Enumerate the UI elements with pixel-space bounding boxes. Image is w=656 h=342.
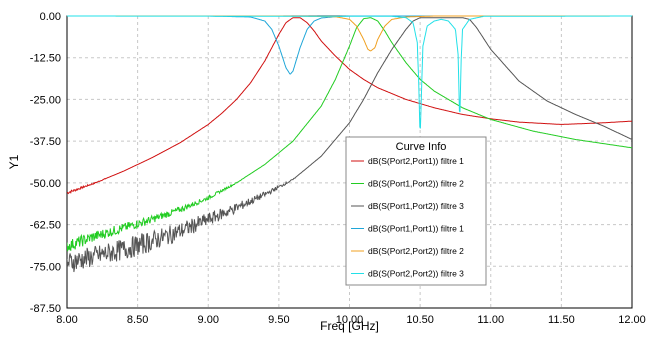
- legend-box: [345, 136, 487, 286]
- x-tick-label: 8.00: [56, 314, 77, 326]
- legend-item-label: dB(S(Port1,Port2)) filtre 3: [368, 201, 464, 211]
- x-tick-label: 11.00: [477, 314, 504, 326]
- x-tick-label: 8.50: [127, 314, 148, 326]
- y-tick-label: -25.00: [30, 94, 61, 106]
- series-line-1: [67, 17, 632, 195]
- y-tick-label: -37.50: [30, 136, 61, 148]
- y-tick-label: -50.00: [30, 178, 61, 190]
- series-line-3: [67, 17, 632, 273]
- y-tick-label: -75.00: [30, 261, 61, 273]
- series-line-2: [67, 17, 632, 252]
- y-axis-label: Y1: [7, 154, 21, 169]
- y-tick-label: -87.50: [30, 303, 61, 315]
- x-tick-label: 9.00: [198, 314, 219, 326]
- series-group: [67, 15, 632, 273]
- x-axis-label: Freq [GHz]: [320, 319, 379, 333]
- x-axis: 8.00 8.50 9.00 9.50 10.00 10.50 11.00 11.50 12.0…: [56, 314, 645, 326]
- legend-title: Curve Info: [396, 141, 447, 153]
- y-tick-label: 0.00: [40, 11, 61, 23]
- legend-item-label: dB(S(Port1,Port2)) filtre 2: [368, 179, 464, 189]
- legend-item-label: dB(S(Port2,Port2)) filtre 3: [368, 269, 464, 279]
- x-tick-label: 10.00: [336, 314, 364, 326]
- x-tick-label: 9.50: [268, 314, 289, 326]
- legend: Curve Info dB(S(Port2,Port1)) filtre 1 dB…: [345, 136, 487, 286]
- legend-item-label: dB(S(Port2,Port2)) filtre 2: [368, 246, 464, 256]
- y-axis: 0.00 -12.50 -25.00 -37.50 -50.00 -62.50 -75.00…: [30, 11, 61, 315]
- x-tick-label: 12.00: [618, 314, 646, 326]
- legend-item-label: dB(S(Port2,Port1)) filtre 1: [368, 156, 464, 166]
- x-tick-label: 10.50: [406, 314, 434, 326]
- series-line-6: [67, 15, 632, 129]
- y-tick-label: -62.50: [30, 220, 61, 232]
- x-tick-label: 11.50: [548, 314, 575, 326]
- legend-item-label: dB(S(Port1,Port1)) filtre 1: [368, 224, 464, 234]
- y-tick-label: -12.50: [30, 53, 61, 65]
